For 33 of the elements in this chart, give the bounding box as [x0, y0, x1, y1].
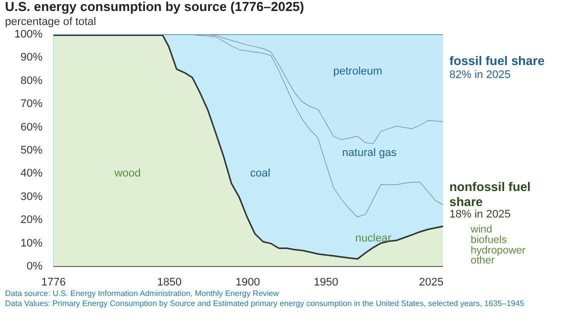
y-tick-label: 60% — [20, 121, 43, 134]
y-tick-label: 50% — [20, 144, 43, 156]
text: 18% in 2025 — [449, 208, 511, 220]
text: 82% in 2025 — [449, 69, 511, 82]
text: hydropower — [470, 244, 526, 256]
annotation: petroleum — [333, 66, 382, 78]
y-tick-label: 40% — [20, 168, 43, 180]
y-tick-label: 90% — [20, 52, 43, 64]
y-tick-label: 100% — [14, 28, 43, 40]
chart-subtitle: percentage of total — [5, 16, 96, 28]
annotation: coal — [250, 168, 270, 180]
chart-title: U.S. energy consumption by source (1776–2025) — [5, 0, 304, 14]
x-tick-label: 2025 — [419, 276, 444, 288]
x-tick-label: 1950 — [314, 276, 338, 288]
text: nonfossil fuel share — [449, 180, 531, 209]
y-tick-label: 10% — [20, 237, 43, 250]
text: other — [470, 254, 496, 267]
y-tick-label: 80% — [20, 74, 43, 87]
text: wind — [470, 223, 492, 236]
annotation: natural gas — [342, 146, 398, 159]
y-tick-label: 30% — [20, 190, 43, 203]
text: biofuels — [470, 234, 507, 246]
x-tick-label: 1850 — [157, 276, 182, 288]
source-note: Data source: U.S. Energy Information Administration, Monthly Energy Review — [5, 289, 279, 299]
y-tick-label: 0% — [26, 260, 43, 272]
text: fossil fuel share — [449, 54, 545, 68]
x-tick-label: 1900 — [235, 276, 260, 288]
annotation: wood — [113, 168, 141, 180]
y-tick-label: 20% — [20, 214, 43, 226]
x-tick-label: 1776 — [41, 276, 66, 288]
annotation: nuclear — [355, 232, 392, 245]
y-tick-label: 70% — [20, 98, 43, 110]
text: Data Values: Primary Energy Consumption by Source and Estimated primary energy consumption in the United States, selected years, 1635–1945 — [5, 299, 524, 309]
